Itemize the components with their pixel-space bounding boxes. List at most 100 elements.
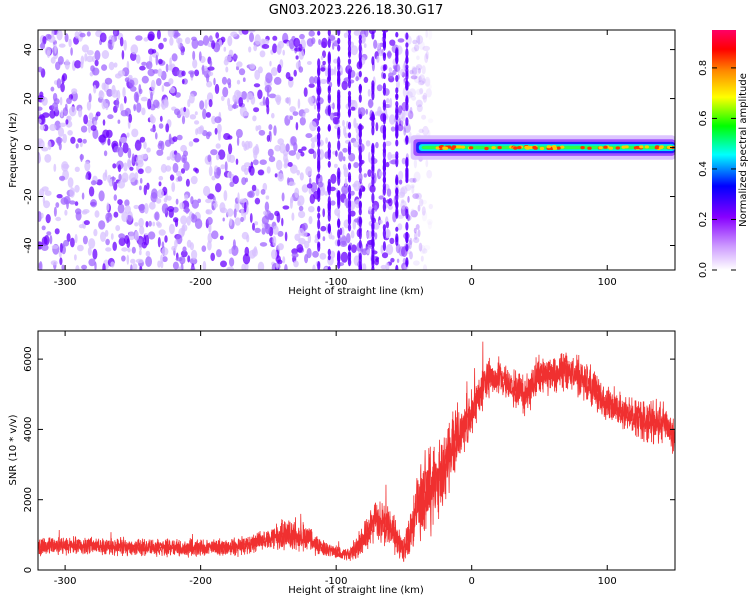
spectrogram-noise-cell <box>220 164 225 170</box>
spectrogram-noise-cell <box>215 183 222 193</box>
spectrogram-noise-cell <box>156 78 162 86</box>
spectrogram-noise-cell <box>231 104 239 109</box>
spectrogram-noise-cell <box>392 69 397 76</box>
spectrogram-noise-cell <box>224 161 228 172</box>
spectrogram-noise-cell <box>122 87 126 98</box>
spectrogram-noise-cell <box>353 180 361 192</box>
spectrogram-noise-cell <box>168 209 174 218</box>
spectrogram-noise-cell <box>203 185 211 197</box>
snr-y-tick-label: 4000 <box>23 417 34 442</box>
spectrogram-noise-cell <box>176 134 183 141</box>
spectrogram-noise-cell <box>205 112 211 118</box>
spectrogram-noise-cell <box>187 99 191 108</box>
spectrogram-noise-cell <box>367 89 371 97</box>
spectrogram-noise-cell <box>311 141 315 149</box>
spectrogram-streak-cell <box>371 113 375 122</box>
spectrogram-noise-cell <box>363 43 367 48</box>
spectrogram-noise-cell <box>201 245 207 252</box>
spectrogram-noise-cell <box>174 108 181 116</box>
spectrogram-streak-cell <box>405 72 409 81</box>
spectrogram-noise-cell <box>375 122 379 132</box>
spectrogram-noise-cell <box>376 42 381 50</box>
spectrogram-signal-peak <box>624 145 629 149</box>
spectrogram-streak-cell <box>395 50 399 59</box>
spectrogram-noise-cell <box>113 30 118 36</box>
spectrogram-noise-cell <box>161 247 169 256</box>
spectrogram-streak-cell <box>358 137 362 145</box>
spectrogram-streak-cell <box>395 187 399 196</box>
spectrogram-noise-cell <box>288 76 294 82</box>
spectrogram-noise-cell <box>151 188 158 199</box>
spectrogram-noise-cell <box>190 175 198 185</box>
spectrogram-noise-cell <box>411 47 417 53</box>
spectrogram-streak-cell <box>405 208 409 220</box>
spectrogram-noise-cell <box>157 68 163 77</box>
spectrogram-noise-cell <box>403 127 407 136</box>
spectrogram-noise-cell <box>176 170 182 177</box>
spectrogram-streak-cell <box>358 34 362 41</box>
spectrogram-noise-cell <box>128 79 135 88</box>
snr-y-axis: 0 2000 4000 6000 <box>23 346 675 573</box>
spectrogram-noise-cell <box>324 191 329 196</box>
spectrogram-noise-cell <box>184 194 189 201</box>
spectrogram-streak-cell <box>327 182 331 191</box>
spectrogram-noise-cell <box>319 252 327 260</box>
spectrogram-noise-cell <box>96 111 101 117</box>
spectrogram-noise-cell <box>83 114 88 125</box>
spectrogram-streak-cell <box>327 141 331 151</box>
spectrogram-noise-cell <box>141 75 149 84</box>
spectrogram-noise-cell <box>265 72 273 84</box>
spectrogram-streak-cell <box>358 229 362 240</box>
spectrogram-noise-cell <box>242 77 246 82</box>
spectrogram-streak-cell <box>405 67 409 74</box>
spectrogram-noise-cell <box>210 252 215 262</box>
spectrogram-noise-cell <box>308 30 315 37</box>
spectrogram-noise-cell <box>415 88 424 96</box>
spectrogram-noise-cell <box>115 225 121 232</box>
spectrogram-noise-cell <box>211 175 216 181</box>
spectrogram-noise-cell <box>320 67 326 72</box>
figure-title: GN03.2023.226.18.30.G17 <box>269 3 444 18</box>
spectrogram-noise-cell <box>157 237 161 248</box>
spectrogram-noise-cell <box>140 96 148 102</box>
spectrogram-noise-cell <box>191 38 199 49</box>
spectrogram-noise-cell <box>422 264 428 270</box>
spectrogram-streak-cell <box>395 264 399 270</box>
spectrogram-noise-cell <box>411 67 417 77</box>
spectrogram-noise-cell <box>104 169 108 178</box>
spectrogram-noise-cell <box>77 138 83 143</box>
spectrogram-streak-cell <box>371 90 375 101</box>
spectrogram-streak-cell <box>395 226 399 232</box>
spectrogram-noise-cell <box>398 179 403 185</box>
spectrogram-noise-cell <box>70 136 76 144</box>
spectrogram-y-tick-label: 0 <box>23 144 34 150</box>
spectrogram-noise-cell <box>84 161 91 172</box>
spectrogram-signal-peak <box>460 145 466 149</box>
spectrogram-noise-cell <box>219 235 224 240</box>
colorbar-gradient <box>712 30 736 270</box>
spectrogram-noise-cell <box>201 64 205 76</box>
spectrogram-noise-cell <box>110 261 115 268</box>
spectrogram-noise-cell <box>247 191 253 198</box>
spectrogram-noise-cell <box>115 97 120 109</box>
spectrogram-noise-cell <box>400 200 407 210</box>
spectrogram-noise-cell <box>300 151 305 157</box>
spectrogram-noise-cell <box>180 51 185 56</box>
spectrogram-streak-cell <box>337 44 341 52</box>
spectrogram-noise-cell <box>422 248 428 254</box>
snr-x-tick-label: 100 <box>598 576 617 587</box>
spectrogram-streak-cell <box>347 97 352 109</box>
spectrogram-noise-cell <box>415 192 422 200</box>
spectrogram-noise-cell <box>226 266 234 270</box>
spectrogram-streak-cell <box>317 104 321 113</box>
spectrogram-noise-cell <box>378 219 383 224</box>
spectrogram-noise-cell <box>262 96 266 106</box>
spectrogram-noise-cell <box>47 34 52 40</box>
spectrogram-noise-cell <box>301 230 308 237</box>
spectrogram-noise-cell <box>288 150 297 156</box>
spectrogram-noise-cell <box>215 154 220 161</box>
colorbar-ticks: 0.0 0.2 0.4 0.6 0.8 <box>698 60 736 278</box>
spectrogram-noise-cell <box>271 249 278 260</box>
spectrogram-streak-cell <box>358 94 362 103</box>
spectrogram-streak-cell <box>347 121 352 130</box>
